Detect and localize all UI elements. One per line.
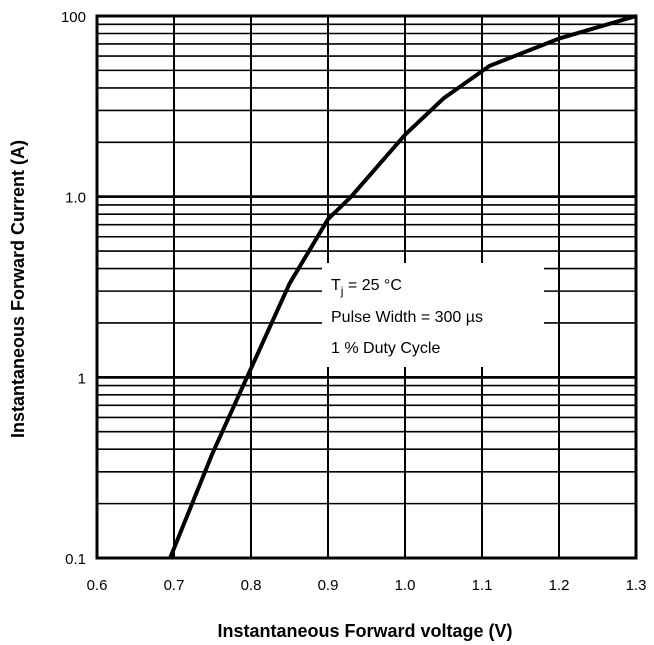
annotation-line-3: 1 % Duty Cycle <box>331 340 440 357</box>
y-tick-label: 100 <box>61 9 86 26</box>
x-tick-label: 1.3 <box>626 577 647 594</box>
x-tick-label: 0.6 <box>87 577 108 594</box>
y-axis-title: Instantaneous Forward Current (A) <box>8 140 28 438</box>
plot-frame <box>95 14 638 560</box>
x-tick-label: 1.1 <box>472 577 493 594</box>
x-tick-label: 1.2 <box>549 577 570 594</box>
y-tick-label: 1.0 <box>65 190 86 207</box>
test-conditions-annotation: Tj = 25 °C Pulse Width = 300 µs 1 % Duty… <box>322 263 544 367</box>
y-tick-label: 1 <box>78 370 86 387</box>
x-tick-label: 0.7 <box>164 577 185 594</box>
annotation-line-1: Tj = 25 °C <box>331 277 402 298</box>
x-axis-title: Instantaneous Forward voltage (V) <box>217 621 512 641</box>
y-tick-label: 0.1 <box>65 551 86 568</box>
x-tick-label: 1.0 <box>395 577 416 594</box>
annotation-background <box>322 263 544 367</box>
series-line <box>168 14 637 559</box>
annotation-line-2: Pulse Width = 300 µs <box>331 309 483 326</box>
x-tick-label: 0.9 <box>318 577 339 594</box>
x-tick-label: 0.8 <box>241 577 262 594</box>
x-tick-labels: 0.6 0.7 0.8 0.9 1.0 1.1 1.2 1.3 <box>87 577 647 594</box>
y-tick-labels: 0.1 1 1.0 100 <box>61 9 86 568</box>
